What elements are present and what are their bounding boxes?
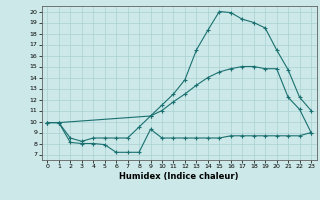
X-axis label: Humidex (Indice chaleur): Humidex (Indice chaleur) — [119, 172, 239, 181]
